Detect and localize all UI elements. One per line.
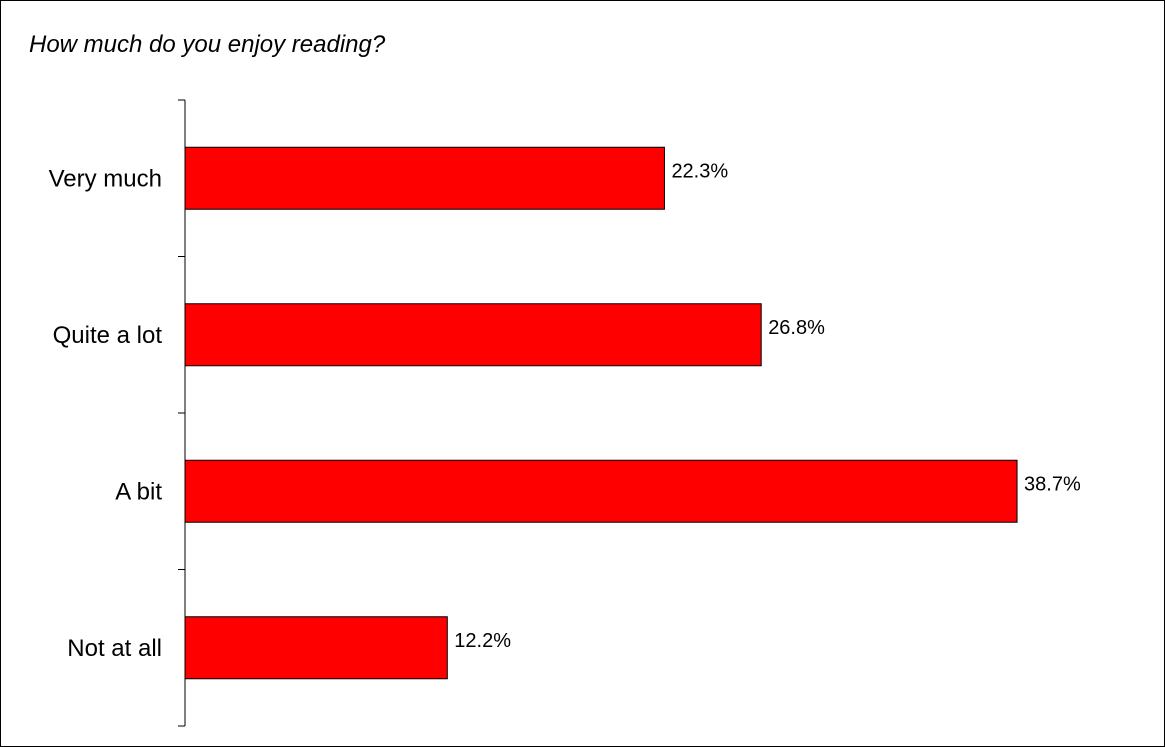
value-label: 38.7% [1024,473,1081,495]
chart-title: How much do you enjoy reading? [29,31,386,58]
category-label: A bit [115,478,162,505]
value-label: 22.3% [671,160,728,182]
value-label: 26.8% [768,317,825,339]
bar [184,303,762,367]
category-label: Quite a lot [53,322,163,349]
category-label: Very much [49,165,162,192]
bar [184,146,665,210]
bar [184,459,1018,523]
axis-layer [178,99,186,727]
labels-layer: Very much 22.3% Quite a lot 26.8% A bit 38.7%… [49,160,1081,662]
bars-layer [184,146,1018,680]
value-label: 12.2% [454,630,511,652]
category-label: Not at all [67,635,162,662]
bar [184,616,448,680]
